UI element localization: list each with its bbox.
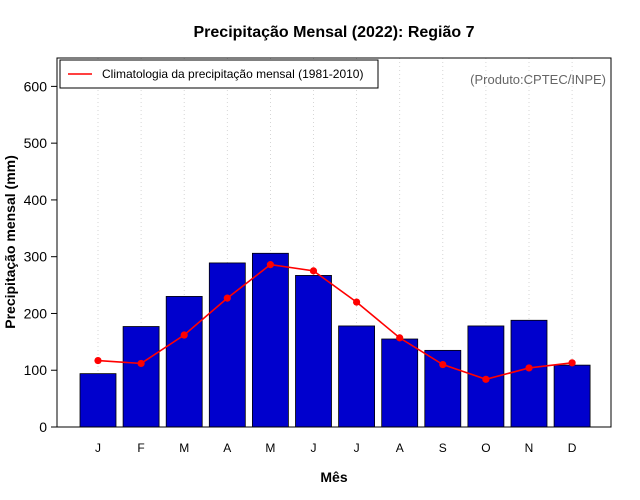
chart-title: Precipitação Mensal (2022): Região 7 <box>194 24 475 41</box>
bar-1 <box>122 326 160 428</box>
climatology-point-1 <box>137 359 145 368</box>
y-tick-label: 0 <box>39 419 47 435</box>
y-tick-label: 200 <box>24 305 48 321</box>
y-tick-label: 600 <box>24 78 48 94</box>
x-tick-label: M <box>265 441 275 455</box>
x-tick-label: J <box>95 441 101 455</box>
x-tick-label: J <box>311 441 317 455</box>
x-tick-label: O <box>481 441 490 455</box>
climatology-line <box>97 263 573 381</box>
climatology-point-11 <box>568 359 576 367</box>
climatology-point-9 <box>482 375 490 383</box>
bar-4 <box>251 252 289 428</box>
y-tick-label: 500 <box>24 135 48 151</box>
x-axis-label: Mês <box>320 469 347 485</box>
climatology-point-6 <box>353 298 361 306</box>
y-tick-label: 400 <box>24 192 48 208</box>
y-tick-label: 300 <box>24 249 48 265</box>
legend-box <box>59 59 379 89</box>
bar-6 <box>338 325 376 428</box>
climatology-point-8 <box>439 360 447 369</box>
x-tick-label: F <box>137 441 144 455</box>
climatology-point-4 <box>266 261 274 269</box>
bar-series <box>79 252 591 428</box>
bar-3 <box>208 262 246 428</box>
climatology-point-3 <box>223 294 231 302</box>
bar-5 <box>295 275 332 428</box>
bar-7 <box>381 338 419 428</box>
y-axis: 0 100 200 300 400 500 600 <box>24 78 58 435</box>
x-tick-label: M <box>179 441 189 455</box>
x-tick-label: D <box>568 441 577 455</box>
climatology-point-5 <box>309 267 318 275</box>
grid-lines <box>97 58 573 427</box>
climatology-series <box>94 261 576 383</box>
climatology-point-2 <box>180 331 188 339</box>
x-tick-label: J <box>354 441 360 455</box>
bar-0 <box>79 373 117 428</box>
x-tick-label: N <box>525 441 534 455</box>
source-annotation: (Produto:CPTEC/INPE) <box>470 72 606 87</box>
climatology-point-10 <box>525 364 533 372</box>
bar-2 <box>165 296 203 428</box>
bar-10 <box>510 319 548 428</box>
y-axis-label: Precipitação mensal (mm) <box>2 155 18 329</box>
legend: Climatologia da precipitação mensal (198… <box>59 59 379 89</box>
climatology-point-7 <box>396 334 404 342</box>
y-tick-label: 100 <box>24 362 48 378</box>
climatology-point-0 <box>94 356 102 365</box>
legend-label: Climatologia da precipitação mensal (198… <box>102 67 363 81</box>
bar-11 <box>553 364 591 428</box>
x-tick-label: S <box>439 441 447 455</box>
x-tick-label: A <box>396 441 404 455</box>
x-tick-label: A <box>223 441 231 455</box>
